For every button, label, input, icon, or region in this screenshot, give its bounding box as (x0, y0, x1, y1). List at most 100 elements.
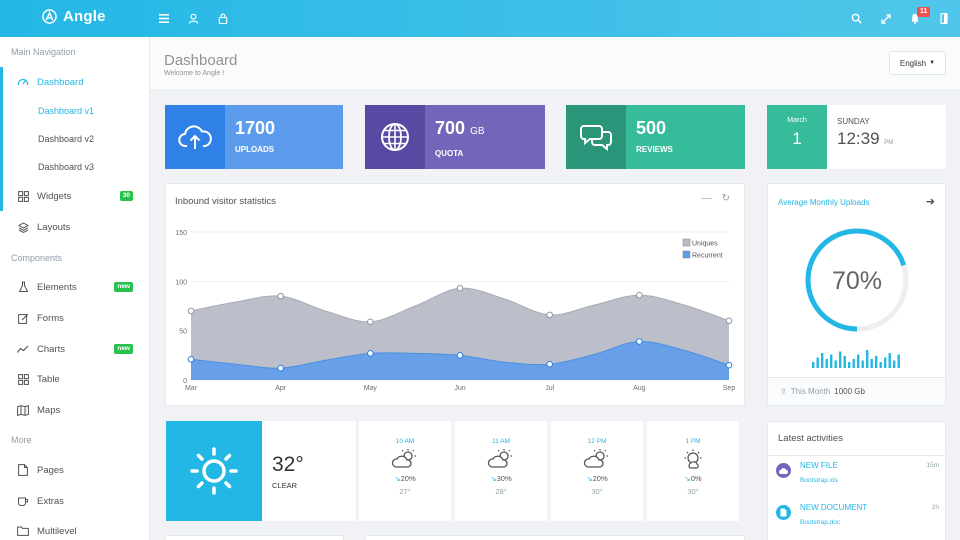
sidebar-subitem-label: Dashboard v1 (38, 106, 95, 116)
sidebar-subitem-label: Dashboard v3 (38, 162, 95, 172)
sidebar-item-widgets[interactable]: Widgets 30 (0, 184, 149, 208)
note-icon (16, 311, 30, 325)
sidebar-item-label: Pages (37, 464, 64, 476)
sidebar-subitem-label: Dashboard v2 (38, 134, 95, 144)
globe-icon (365, 105, 425, 169)
sparkline-bar (839, 351, 842, 368)
sidebar-item-label: Multilevel (37, 525, 77, 537)
x-tick-label: Aug (633, 385, 646, 392)
sidebar-item-table[interactable]: Table (0, 367, 149, 391)
sparkline-bar (834, 360, 837, 368)
page-subtitle: Welcome to Angle ! (164, 70, 225, 77)
x-tick-label: Jun (454, 385, 465, 392)
sparkline-bar (843, 356, 846, 368)
language-dropdown[interactable]: English ▼ (889, 51, 946, 75)
activity-name: NEW DOCUMENT (800, 503, 868, 512)
progress-percent: 70% (832, 267, 882, 295)
sidebar-item-dashboard[interactable]: Dashboard (0, 70, 149, 94)
widgets-count-badge: 30 (119, 191, 133, 201)
panel-title: Inbound visitor statistics (175, 196, 276, 207)
page-title: Dashboard (164, 52, 238, 69)
upload-icon: ⇪ (780, 387, 787, 396)
sidebar-item-pages[interactable]: Pages (0, 458, 149, 482)
sidebar-subitem-dashboard-v1[interactable]: Dashboard v1 (0, 100, 149, 122)
data-point (636, 338, 643, 345)
notification-badge: 11 (917, 7, 931, 17)
date-weekday: SUNDAY (837, 117, 870, 126)
average-uploads-panel: Average Monthly Uploads ➜ 70% ⇪ This Mon… (767, 183, 946, 406)
avg-uploads-footer: ⇪ This Month 1000 Gb (768, 377, 945, 405)
sun-icon (166, 421, 262, 521)
expand-icon[interactable] (874, 0, 898, 37)
search-icon[interactable] (844, 0, 868, 37)
sidebar-item-multilevel[interactable]: Multilevel (0, 519, 149, 540)
elements-new-badge: new (114, 282, 133, 292)
sidebar-item-maps[interactable]: Maps (0, 398, 149, 422)
uploads-label: UPLOADS (235, 145, 275, 154)
data-point (367, 318, 374, 326)
uploads-widget: 1700 UPLOADS (165, 105, 343, 169)
divider (768, 455, 945, 456)
sidebar-toggle-icon[interactable] (932, 0, 956, 37)
data-point (636, 291, 643, 299)
reviews-widget: 500 REVIEWS (566, 105, 745, 169)
sidebar-item-extras[interactable]: Extras (0, 489, 149, 513)
radial-progress: 70% (805, 228, 909, 368)
forecast-col: 10 AM ↘20% 27° (359, 421, 451, 521)
clock-time: 12:39 (837, 129, 880, 148)
caret-down-icon: ▼ (929, 60, 936, 66)
forecast-temp: 27° (399, 487, 411, 496)
date-month: March (787, 117, 807, 124)
date-widget: March 1 SUNDAY 12:39 PM (767, 105, 946, 169)
clock-ampm: PM (884, 140, 894, 146)
latest-activities-panel: Latest activities NEW FILE Bootstrap.xls… (767, 421, 946, 540)
menu-toggle-icon[interactable] (152, 0, 176, 37)
brand[interactable]: Angle (42, 8, 106, 25)
user-icon[interactable] (181, 0, 205, 37)
lock-icon[interactable] (211, 0, 235, 37)
sidebar-subitem-dashboard-v3[interactable]: Dashboard v3 (0, 156, 149, 178)
visitor-stats-panel: Inbound visitor statistics — ↻ 0 50 100 150… (165, 183, 745, 406)
sidebar-item-elements[interactable]: Elements new (0, 275, 149, 299)
forecast-time: 10 AM (395, 438, 415, 445)
activities-title: Latest activities (778, 433, 843, 444)
collapse-icon[interactable]: — (701, 193, 712, 204)
activity-name: NEW FILE (800, 461, 838, 470)
x-tick-label: Sep (723, 385, 736, 392)
sidebar-item-label: Elements (37, 281, 77, 293)
data-point (456, 284, 464, 292)
area-chart: 0 50 100 150 Mar Apr May Jun Jul Aug Sep Uniques Rec… (175, 230, 736, 392)
activity-file-link[interactable]: Bootstrap.xls (800, 477, 838, 484)
bell-icon[interactable] (903, 0, 927, 37)
forecast-col: 12 PM ↘20% 30° (551, 421, 643, 521)
cloud-sun-icon (455, 448, 547, 470)
grid-icon (16, 372, 30, 386)
sidebar-item-charts[interactable]: Charts new (0, 337, 149, 361)
forecast-rain: 20% (592, 474, 608, 483)
sidebar-heading-main: Main Navigation (11, 47, 76, 57)
sparkline-bar (861, 360, 864, 368)
activity-time: 15m (926, 462, 939, 469)
sparkline-bar (821, 353, 824, 368)
sparkline-bar (812, 362, 815, 368)
x-tick-label: Mar (185, 385, 198, 392)
panel-cutoff (365, 535, 745, 540)
uploads-value: 1700 (235, 118, 276, 138)
sparkline-bar (875, 356, 878, 368)
refresh-icon[interactable]: ↻ (721, 193, 730, 204)
sidebar-item-label: Forms (37, 312, 64, 324)
charts-new-badge: new (114, 344, 133, 354)
arrow-right-icon[interactable]: ➜ (925, 196, 935, 208)
quota-unit: GB (470, 126, 485, 137)
reviews-value: 500 (636, 118, 667, 138)
activity-file-link[interactable]: Bootstrap.doc (800, 519, 841, 526)
sidebar-subitem-dashboard-v2[interactable]: Dashboard v2 (0, 128, 149, 150)
sidebar-item-forms[interactable]: Forms (0, 306, 149, 330)
doc-icon (16, 463, 30, 477)
sidebar-item-layouts[interactable]: Layouts (0, 215, 149, 239)
content-heading: Dashboard Welcome to Angle ! English ▼ (150, 37, 960, 91)
data-point (187, 355, 195, 363)
x-tick-label: Jul (545, 385, 554, 392)
cloud-sun-icon (359, 448, 451, 470)
series-area-recurrent (191, 341, 729, 380)
